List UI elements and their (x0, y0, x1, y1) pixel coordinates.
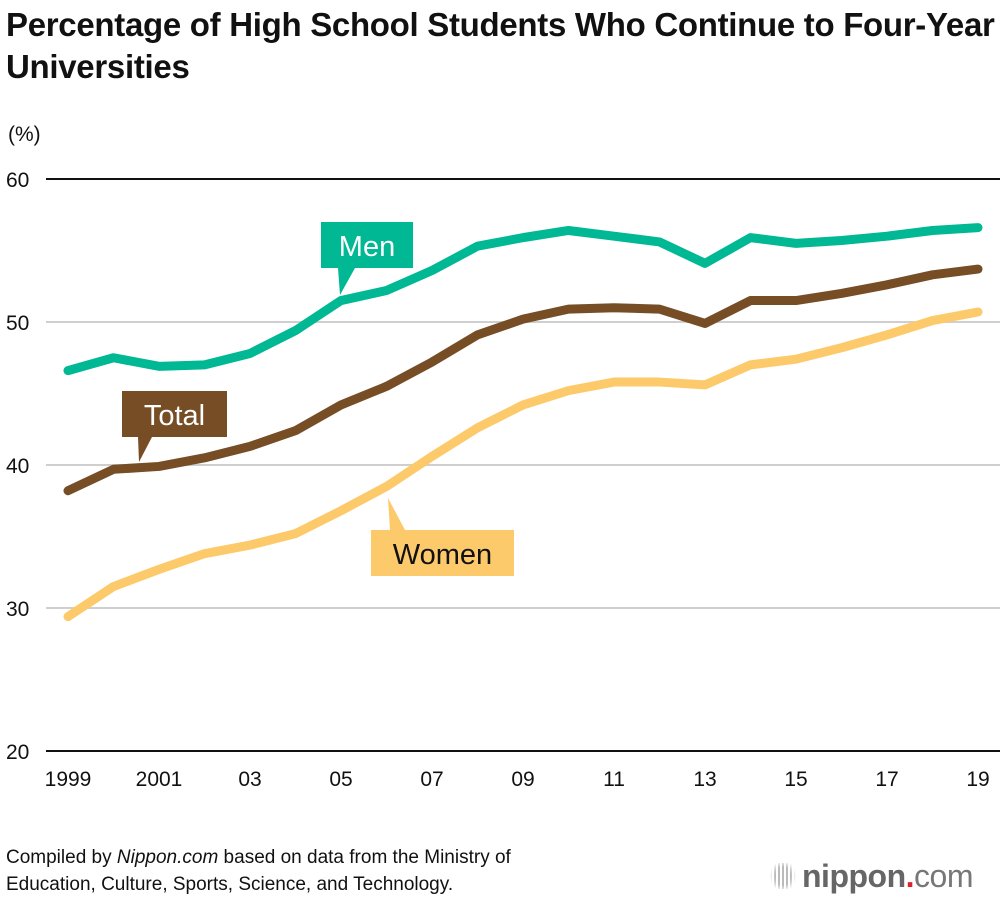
callout-box-women (371, 530, 514, 576)
callout-pointer-women (388, 498, 405, 530)
x-tick-label: 05 (329, 768, 352, 791)
series-line-total (63, 264, 983, 496)
x-tick-label: 13 (693, 768, 716, 791)
series-label-women: Women (393, 539, 492, 571)
source-line2: Education, Culture, Sports, Science, and… (6, 874, 454, 895)
x-tick-label: 15 (784, 768, 807, 791)
sound-wave-icon (770, 863, 796, 889)
callout-pointer-total (138, 437, 152, 462)
y-tick-label: 40 (6, 455, 29, 478)
series-line-women (63, 307, 983, 622)
callout-box-men (321, 222, 413, 268)
series-label-men: Men (339, 231, 395, 263)
source-rest: based on data from the Ministry of (218, 847, 511, 868)
y-tick-label: 50 (6, 312, 29, 335)
logo-dot: . (905, 858, 915, 894)
y-tick-label: 60 (6, 169, 29, 192)
x-tick-label: 09 (511, 768, 534, 791)
chart-title: Percentage of High School Students Who C… (6, 6, 995, 85)
y-tick-label: 20 (6, 741, 29, 764)
callout-pointer-men (338, 268, 355, 295)
x-tick-label: 1999 (45, 768, 92, 791)
x-tick-label: 2001 (136, 768, 183, 791)
callout-box-total (122, 391, 227, 437)
y-axis-label: (%) (8, 123, 41, 146)
x-tick-label: 03 (238, 768, 261, 791)
source-prefix: Compiled by (6, 847, 117, 868)
source-site: Nippon.com (116, 847, 219, 868)
y-tick-label: 30 (6, 598, 29, 621)
logo-tld: com (914, 858, 973, 894)
series-label-total: Total (144, 400, 205, 432)
x-tick-label: 19 (966, 768, 989, 791)
x-tick-label: 17 (875, 768, 898, 791)
x-tick-label: 07 (420, 768, 443, 791)
x-tick-label: 11 (603, 768, 625, 791)
source-note: Compiled by Nippon.com based on data fro… (6, 844, 511, 898)
nippon-logo: nippon.com (770, 858, 973, 895)
series-line-men (63, 223, 983, 376)
logo-name: nippon (802, 858, 906, 894)
